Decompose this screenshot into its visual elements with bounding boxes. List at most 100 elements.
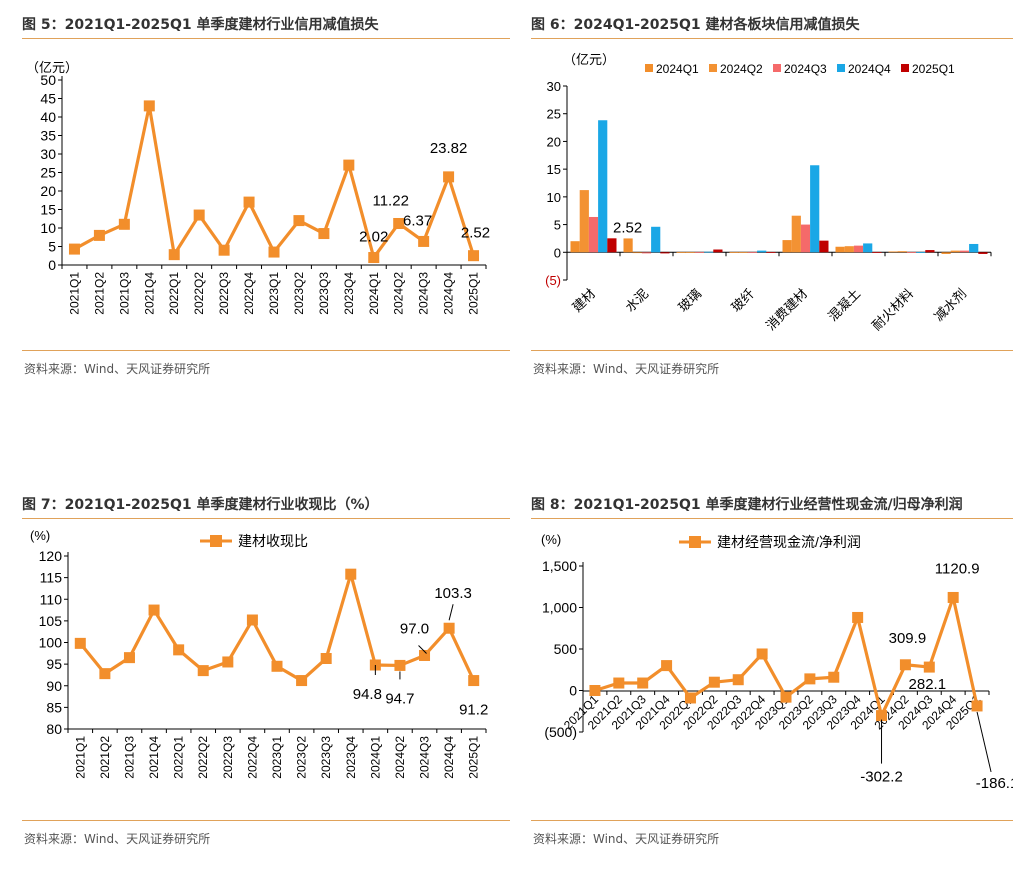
bar: [844, 246, 854, 253]
source-rule: [531, 820, 1013, 821]
data-label: 2.02: [359, 229, 388, 246]
data-point: [443, 622, 455, 634]
y-tick-label: 95: [46, 656, 62, 672]
data-label: 1120.9: [935, 560, 980, 577]
chart-title: 图 8：2021Q1-2025Q1 单季度建材行业经营性现金流/归母净利润: [531, 497, 963, 513]
data-point: [345, 568, 357, 580]
y-tick-label: 1,000: [542, 600, 577, 616]
unit-label: （亿元）: [563, 52, 615, 67]
legend-swatch: [645, 64, 653, 72]
data-point: [876, 710, 888, 722]
data-point: [708, 676, 720, 688]
y-tick-label: 40: [40, 109, 56, 125]
y-tick-label: 15: [40, 202, 56, 218]
data-point: [271, 660, 283, 672]
bar: [729, 252, 739, 253]
bar: [916, 252, 926, 253]
series-line: [73, 104, 476, 260]
legend-marker: [689, 536, 701, 548]
data-label: 23.82: [430, 140, 468, 157]
x-tick-label: 2024Q4: [442, 736, 456, 779]
data-label: -302.2: [860, 769, 903, 786]
y-tick-label: 100: [39, 635, 63, 651]
bar: [766, 252, 776, 253]
data-point: [589, 685, 601, 696]
data-point: [268, 246, 280, 258]
x-tick-label: 2024Q4: [442, 272, 456, 315]
data-point: [419, 649, 431, 661]
x-tick-label: 2021Q2: [92, 272, 106, 315]
data-point: [74, 637, 86, 649]
y-tick-label: 110: [40, 591, 63, 607]
bar: [791, 215, 801, 253]
legend-label: 2025Q1: [912, 62, 955, 76]
y-tick-label: (5): [545, 273, 561, 288]
panel-sector-impairment: 图 6：2024Q1-2025Q1 建材各板块信用减值损失 （亿元） (5) 0 5 1…: [531, 14, 1013, 384]
legend-label: 2024Q2: [720, 62, 763, 76]
data-label: 103.3: [434, 585, 472, 602]
data-point: [148, 604, 160, 616]
x-tick-label: 2023Q2: [292, 272, 306, 315]
bar: [959, 250, 970, 253]
x-tick-label: 2023Q1: [270, 736, 284, 779]
x-tick-label: 2022Q4: [245, 736, 259, 779]
data-label: 11.22: [372, 192, 408, 209]
x-tick-label: 2022Q4: [242, 272, 256, 315]
bar: [598, 120, 608, 253]
x-tick-label: 2021Q1: [67, 272, 81, 315]
y-tick-label: 105: [39, 613, 63, 629]
bar: [570, 241, 580, 253]
chart-title: 图 5：2021Q1-2025Q1 单季度建材行业信用减值损失: [22, 17, 379, 33]
data-point: [243, 196, 255, 208]
unit-label: (%): [30, 528, 50, 543]
data-point: [118, 218, 130, 230]
data-point: [318, 228, 330, 240]
data-point: [393, 217, 405, 229]
leader-line: [418, 645, 427, 654]
bar: [747, 252, 758, 253]
unit-label: （亿元）: [26, 60, 78, 75]
data-point: [684, 692, 696, 704]
bar: [950, 250, 960, 253]
y-tick-label: 0: [48, 257, 56, 273]
data-point: [923, 661, 935, 673]
y-tick-label: 20: [40, 183, 56, 199]
bar: [704, 251, 714, 253]
data-point: [852, 611, 864, 623]
source-rule: [22, 350, 510, 351]
bar: [853, 245, 864, 253]
x-tick-label: 2024Q2: [393, 736, 407, 779]
bar: [969, 243, 979, 253]
bar: [757, 250, 767, 253]
data-point: [143, 100, 155, 112]
bar: [651, 226, 661, 253]
data-point: [343, 159, 355, 171]
bar: [863, 243, 873, 253]
data-point: [947, 591, 959, 603]
bar: [713, 249, 723, 253]
x-tick-label: 2024Q2: [392, 272, 406, 315]
data-point: [193, 209, 205, 221]
x-tick-label: 玻纤: [728, 286, 757, 315]
x-tick-label: 2021Q4: [142, 272, 156, 315]
chart-1: （亿元） 0 5 10 15 20 25 30 35 40 45 50 2021Q1 2021Q2 2021…: [26, 60, 490, 315]
bar: [872, 252, 882, 253]
y-tick-label: 20: [547, 134, 561, 149]
x-tick-label: 混凝土: [825, 286, 863, 324]
x-tick-label: 2023Q1: [267, 272, 281, 315]
x-tick-label: 耐火材料: [869, 286, 916, 333]
data-point: [899, 659, 911, 671]
chart-title: 图 7：2021Q1-2025Q1 单季度建材行业收现比（%）: [22, 497, 379, 513]
y-tick-label: 25: [547, 107, 561, 122]
legend-label: 建材收现比: [238, 533, 308, 549]
data-point: [828, 671, 840, 683]
legend-marker: [210, 535, 222, 547]
x-tick-label: 2025Q1: [467, 272, 481, 315]
x-tick-label: 水泥: [622, 286, 651, 315]
chart-title: 图 6：2024Q1-2025Q1 建材各板块信用减值损失: [531, 17, 860, 33]
y-tick-label: 120: [39, 548, 63, 564]
data-point: [168, 249, 180, 261]
y-tick-label: 80: [46, 721, 62, 737]
bar: [623, 238, 633, 253]
data-point: [369, 659, 381, 671]
